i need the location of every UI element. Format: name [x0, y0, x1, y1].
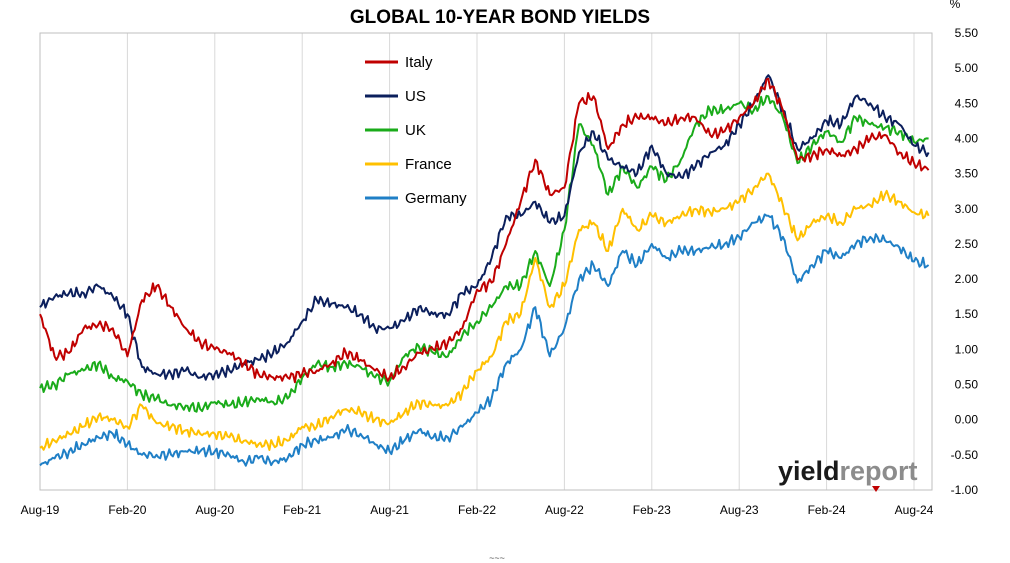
- y-tick-6: 2.50: [955, 237, 979, 251]
- y-tick-11: 0.00: [955, 413, 979, 427]
- svg-text:yieldreport: yieldreport: [778, 456, 918, 486]
- y-tick-8: 1.50: [955, 307, 979, 321]
- x-tick-aug-22: Aug-22: [545, 503, 584, 517]
- series-line-france: [39, 172, 930, 451]
- legend-label-france: France: [405, 156, 452, 173]
- y-tick-5: 3.00: [955, 202, 979, 216]
- y-tick-0: 5.50: [955, 26, 979, 40]
- x-tick-feb-22: Feb-22: [458, 503, 496, 517]
- y-tick-7: 2.00: [955, 272, 979, 286]
- logo-text-report: report: [840, 456, 918, 486]
- logo-text-yield: yield: [778, 456, 840, 486]
- footer-mark: ~~~: [489, 553, 505, 563]
- legend-label-uk: UK: [405, 122, 426, 139]
- x-tick-feb-24: Feb-24: [808, 503, 846, 517]
- plot-area-frame: [39, 32, 933, 491]
- x-tick-feb-21: Feb-21: [283, 503, 321, 517]
- y-tick-4: 3.50: [955, 167, 979, 181]
- x-tick-feb-23: Feb-23: [633, 503, 671, 517]
- series-line-us: [39, 74, 930, 381]
- y-axis-tick-labels: 5.50 5.00 4.50 4.00 3.50 3.00 2.50 2.00 1.50 1.00…: [951, 26, 979, 497]
- x-tick-aug-21: Aug-21: [370, 503, 409, 517]
- x-tick-aug-23: Aug-23: [720, 503, 759, 517]
- legend: Italy US UK France Germany: [365, 54, 467, 207]
- y-axis-unit-label: %: [950, 0, 961, 11]
- yieldreport-logo: yieldreport: [778, 456, 918, 492]
- series-line-germany: [39, 213, 930, 467]
- y-tick-3: 4.00: [955, 131, 979, 145]
- y-tick-12: -0.50: [951, 448, 979, 462]
- vertical-gridlines: [126, 33, 915, 490]
- x-tick-aug-19: Aug-19: [21, 503, 60, 517]
- legend-label-germany: Germany: [405, 190, 467, 207]
- series-lines: [39, 74, 930, 467]
- chart-title: GLOBAL 10-YEAR BOND YIELDS: [350, 7, 650, 28]
- legend-label-us: US: [405, 88, 426, 105]
- y-tick-1: 5.00: [955, 61, 979, 75]
- x-tick-aug-20: Aug-20: [195, 503, 234, 517]
- y-tick-10: 0.50: [955, 378, 979, 392]
- x-axis-tick-labels: Aug-19 Feb-20 Aug-20 Feb-21 Aug-21 Feb-22 Aug-…: [21, 503, 934, 517]
- series-line-uk: [39, 94, 929, 413]
- y-tick-2: 4.50: [955, 96, 979, 110]
- legend-label-italy: Italy: [405, 54, 433, 71]
- series-line-italy: [39, 77, 930, 384]
- y-tick-13: -1.00: [951, 483, 979, 497]
- logo-accent-triangle: [872, 486, 880, 492]
- x-tick-aug-24: Aug-24: [895, 503, 934, 517]
- y-tick-9: 1.00: [955, 342, 979, 356]
- x-tick-feb-20: Feb-20: [108, 503, 146, 517]
